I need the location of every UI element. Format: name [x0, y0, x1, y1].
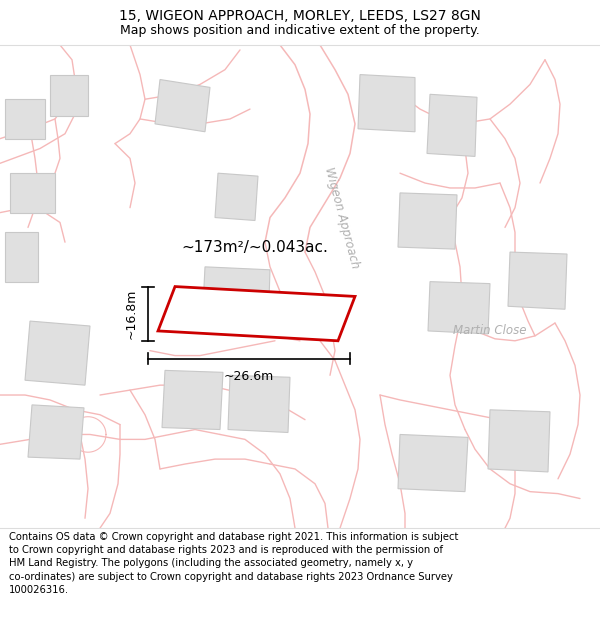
Text: Martin Close: Martin Close [453, 324, 527, 338]
Text: ~26.6m: ~26.6m [224, 371, 274, 383]
Polygon shape [162, 371, 223, 429]
Text: Contains OS data © Crown copyright and database right 2021. This information is : Contains OS data © Crown copyright and d… [9, 532, 458, 595]
Text: Map shows position and indicative extent of the property.: Map shows position and indicative extent… [120, 24, 480, 37]
Polygon shape [5, 232, 38, 282]
Polygon shape [428, 282, 490, 334]
Text: 15, WIGEON APPROACH, MORLEY, LEEDS, LS27 8GN: 15, WIGEON APPROACH, MORLEY, LEEDS, LS27… [119, 9, 481, 23]
Polygon shape [25, 321, 90, 385]
Polygon shape [50, 74, 88, 116]
Polygon shape [215, 173, 258, 221]
Polygon shape [488, 410, 550, 472]
Polygon shape [202, 267, 270, 331]
Polygon shape [155, 79, 210, 132]
Polygon shape [228, 375, 290, 432]
Polygon shape [398, 434, 468, 492]
Text: Wigeon Approach: Wigeon Approach [322, 166, 362, 270]
Polygon shape [28, 405, 84, 459]
Polygon shape [10, 173, 55, 213]
Polygon shape [398, 193, 457, 249]
Text: ~173m²/~0.043ac.: ~173m²/~0.043ac. [182, 239, 328, 254]
Polygon shape [358, 74, 415, 132]
Polygon shape [427, 94, 477, 156]
Text: ~16.8m: ~16.8m [125, 289, 138, 339]
Polygon shape [158, 286, 355, 341]
Polygon shape [5, 99, 45, 139]
Text: 15: 15 [253, 309, 277, 329]
Polygon shape [508, 252, 567, 309]
